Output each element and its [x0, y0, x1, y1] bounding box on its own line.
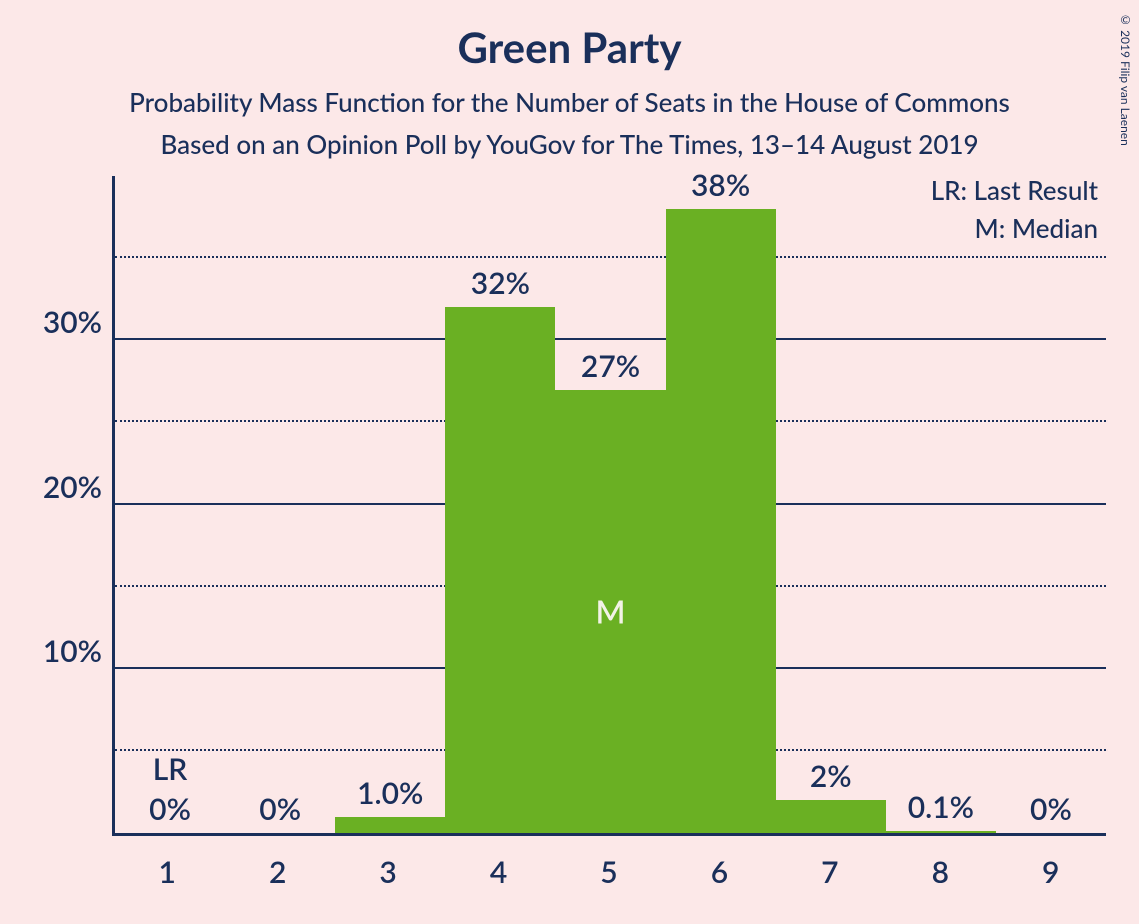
- bar: [776, 800, 886, 833]
- x-tick-label: 5: [554, 840, 664, 896]
- bar-value-label: 0%: [149, 791, 191, 827]
- y-tick-label: 30%: [43, 304, 102, 340]
- x-axis: 123456789: [112, 840, 1106, 896]
- bar-slot: 0%: [225, 176, 335, 833]
- plot-area: 0% LR 0% 1.0% 32% M 27% 38% 2% 0.1% 0%: [112, 176, 1106, 836]
- bar-slot: 2%: [776, 176, 886, 833]
- y-tick-label: 20%: [43, 469, 102, 505]
- bar: M: [555, 390, 665, 833]
- legend-m: M: Median: [975, 212, 1098, 244]
- x-tick-label: 8: [885, 840, 995, 896]
- x-tick-label: 7: [775, 840, 885, 896]
- x-tick-label: 3: [333, 840, 443, 896]
- bar: [666, 209, 776, 833]
- y-tick-label: 10%: [43, 633, 102, 669]
- bar-value-label: 0.1%: [908, 789, 974, 825]
- chart-container: 10% 20% 30% 0% LR 0% 1.0% 32% M 27% 38% 2% 0.1% 0% 1…: [30, 176, 1110, 896]
- bar: [335, 817, 445, 833]
- bar-value-label: 32%: [471, 265, 530, 301]
- chart-title: Green Party: [0, 0, 1139, 72]
- bar-slot: 0.1%: [886, 176, 996, 833]
- bars-group: 0% LR 0% 1.0% 32% M 27% 38% 2% 0.1% 0%: [115, 176, 1106, 833]
- x-tick-label: 6: [664, 840, 774, 896]
- bar-slot: 38%: [666, 176, 776, 833]
- copyright-text: © 2019 Filip van Laenen: [1118, 12, 1133, 146]
- bar-value-label: 38%: [691, 167, 750, 203]
- x-tick-label: 9: [996, 840, 1106, 896]
- median-marker: M: [595, 592, 625, 631]
- bar-value-label: 27%: [581, 348, 640, 384]
- bar: [886, 831, 996, 833]
- bar-slot: 32%: [445, 176, 555, 833]
- bar-slot: M 27%: [555, 176, 665, 833]
- bar-slot: 1.0%: [335, 176, 445, 833]
- y-axis: 10% 20% 30%: [30, 176, 110, 836]
- bar-value-label: 0%: [259, 791, 301, 827]
- chart-subtitle-2: Based on an Opinion Poll by YouGov for T…: [0, 128, 1139, 160]
- bar-slot: 0% LR: [115, 176, 225, 833]
- bar-value-label: 2%: [810, 758, 852, 794]
- x-tick-label: 4: [443, 840, 553, 896]
- x-tick-label: 1: [112, 840, 222, 896]
- bar-slot: 0%: [996, 176, 1106, 833]
- legend-lr: LR: Last Result: [931, 174, 1098, 206]
- bar-value-label: 0%: [1030, 791, 1072, 827]
- chart-subtitle-1: Probability Mass Function for the Number…: [0, 86, 1139, 118]
- x-tick-label: 2: [222, 840, 332, 896]
- bar: [445, 307, 555, 833]
- bar-value-label: 1.0%: [357, 775, 423, 811]
- last-result-marker: LR: [153, 751, 188, 787]
